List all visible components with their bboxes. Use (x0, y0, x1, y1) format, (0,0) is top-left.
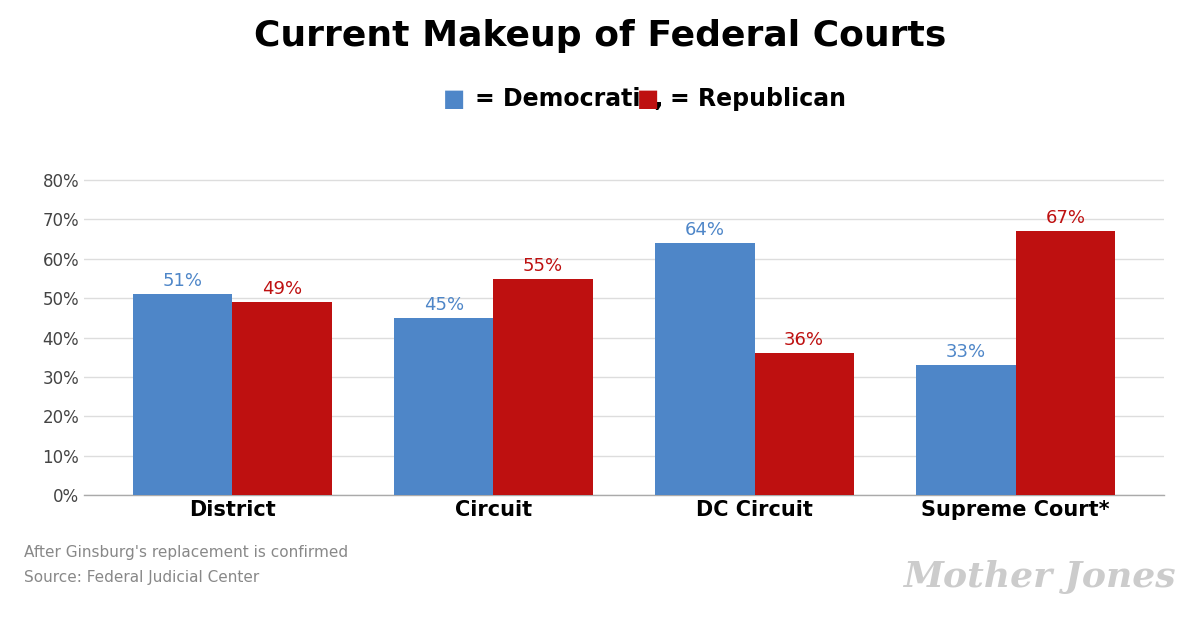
Bar (1015, 232, 1115, 495)
Bar (233, 302, 331, 495)
Text: 33%: 33% (946, 344, 986, 361)
Text: ■: ■ (637, 87, 659, 111)
Bar (917, 365, 1015, 495)
Text: 51%: 51% (163, 272, 203, 290)
Text: 49%: 49% (262, 280, 302, 298)
Text: 64%: 64% (685, 221, 725, 239)
Text: = Republican: = Republican (670, 87, 846, 111)
Bar (133, 294, 233, 495)
Text: = Democratic,: = Democratic, (475, 87, 664, 111)
Text: Current Makeup of Federal Courts: Current Makeup of Federal Courts (254, 19, 946, 53)
Text: Mother Jones: Mother Jones (904, 560, 1176, 594)
Bar (395, 318, 493, 495)
Text: After Ginsburg's replacement is confirmed: After Ginsburg's replacement is confirme… (24, 545, 348, 560)
Bar (755, 353, 853, 495)
Text: 55%: 55% (523, 257, 563, 275)
Bar (655, 243, 755, 495)
Text: 67%: 67% (1045, 209, 1085, 227)
Text: 45%: 45% (424, 296, 464, 314)
Text: 36%: 36% (784, 331, 824, 350)
Bar (493, 279, 593, 495)
Text: Source: Federal Judicial Center: Source: Federal Judicial Center (24, 570, 259, 585)
Text: ■: ■ (443, 87, 464, 111)
